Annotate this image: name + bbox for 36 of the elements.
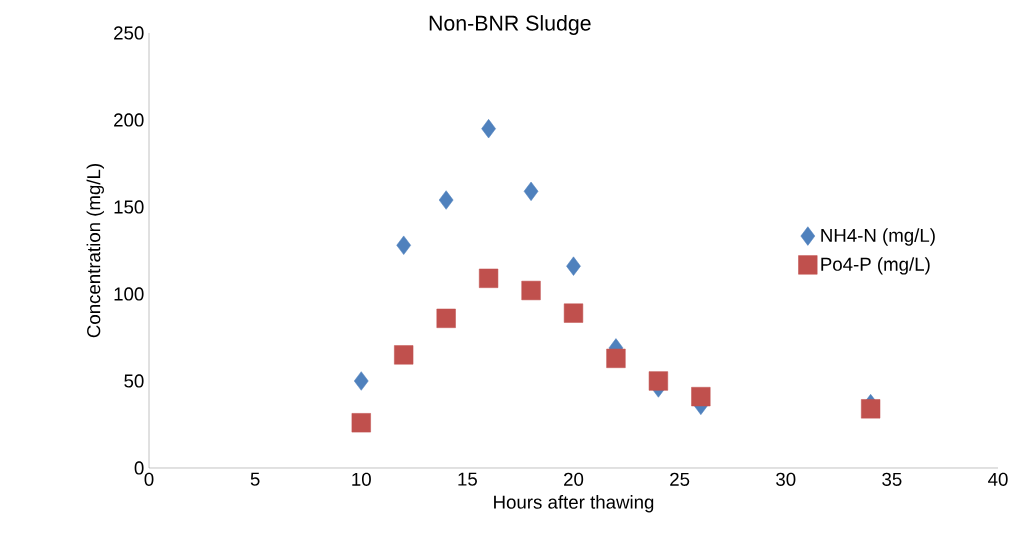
point [521,280,541,301]
y-tick-label: 50 [124,374,144,388]
x-tick-label: 0 [144,472,154,486]
point [606,348,626,368]
point [648,371,669,391]
point [691,387,711,407]
x-tick-label: 15 [458,472,477,486]
chart-title: Non-BNR Sludge [429,15,591,35]
point [481,119,496,139]
x-axis-title: Hours after thawing [494,495,654,513]
x-tick-label: 40 [988,472,1008,486]
x-tick-label: 25 [670,472,690,486]
point [566,256,581,276]
y-tick-label: 150 [114,200,144,214]
x-tick-label: 5 [250,472,260,486]
point [436,308,456,328]
x-tick-label: 20 [564,472,584,486]
y-axis-title: Concentration (mg/L) [86,164,104,338]
point [479,268,499,288]
y-tick-label: 0 [134,461,144,475]
point [353,371,369,391]
y-tick-label: 100 [114,287,144,301]
x-tick-label: 10 [352,472,371,486]
x-tick-label: 35 [882,472,902,486]
point [861,399,881,419]
y-tick-label: 200 [114,113,144,127]
legend-label: Po4-P (mg/L) [821,257,930,275]
y-tick-label: 250 [114,26,144,40]
x-tick-label: 30 [776,472,796,486]
point [438,190,454,210]
point [351,413,371,433]
point [396,235,411,255]
point [563,303,584,323]
legend-label: NH4-N (mg/L) [821,228,935,246]
point [394,345,414,365]
point [523,181,539,201]
